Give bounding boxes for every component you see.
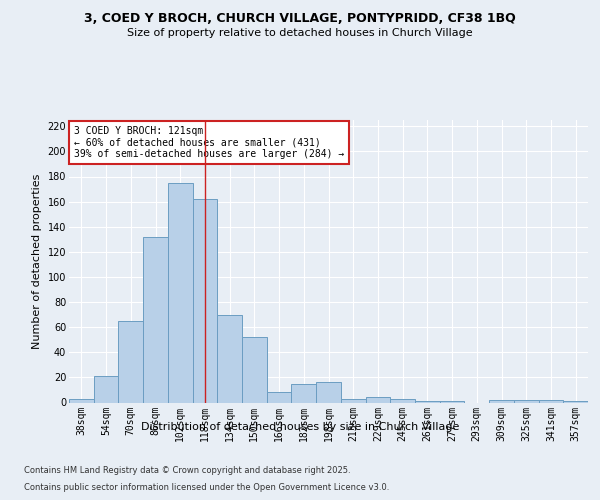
Bar <box>69 398 94 402</box>
Text: Contains public sector information licensed under the Open Government Licence v3: Contains public sector information licen… <box>24 484 389 492</box>
Bar <box>143 237 168 402</box>
Bar <box>514 400 539 402</box>
Bar <box>217 314 242 402</box>
Text: Contains HM Land Registry data © Crown copyright and database right 2025.: Contains HM Land Registry data © Crown c… <box>24 466 350 475</box>
Bar <box>440 401 464 402</box>
Y-axis label: Number of detached properties: Number of detached properties <box>32 174 42 349</box>
Bar <box>341 398 365 402</box>
Text: Distribution of detached houses by size in Church Village: Distribution of detached houses by size … <box>141 422 459 432</box>
Bar <box>242 337 267 402</box>
Bar <box>267 392 292 402</box>
Bar <box>563 401 588 402</box>
Text: 3, COED Y BROCH, CHURCH VILLAGE, PONTYPRIDD, CF38 1BQ: 3, COED Y BROCH, CHURCH VILLAGE, PONTYPR… <box>84 12 516 26</box>
Bar <box>539 400 563 402</box>
Bar <box>94 376 118 402</box>
Bar <box>292 384 316 402</box>
Bar <box>390 398 415 402</box>
Bar <box>193 199 217 402</box>
Text: Size of property relative to detached houses in Church Village: Size of property relative to detached ho… <box>127 28 473 38</box>
Bar <box>489 400 514 402</box>
Bar <box>118 321 143 402</box>
Bar <box>365 398 390 402</box>
Bar <box>415 401 440 402</box>
Bar <box>168 183 193 402</box>
Bar <box>316 382 341 402</box>
Text: 3 COED Y BROCH: 121sqm
← 60% of detached houses are smaller (431)
39% of semi-de: 3 COED Y BROCH: 121sqm ← 60% of detached… <box>74 126 344 159</box>
